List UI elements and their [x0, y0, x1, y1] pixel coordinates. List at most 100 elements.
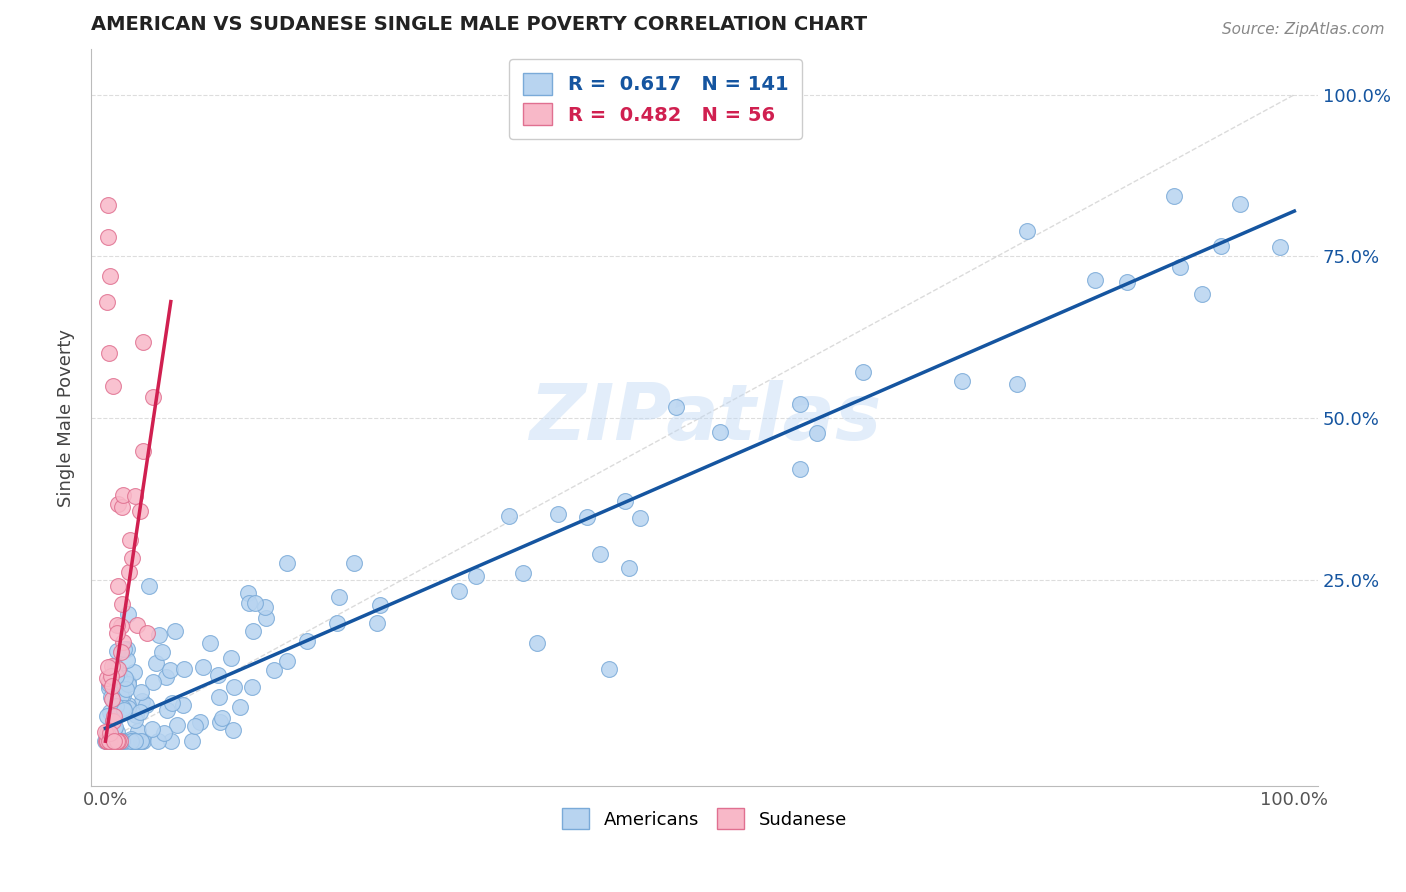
Point: [107, 497, 129, 511]
Point: [128, 504, 150, 518]
Point: [111, 597, 134, 611]
Point: [709, 425, 731, 439]
Point: [208, 714, 231, 729]
Point: [132, 734, 155, 748]
Point: [97, 734, 120, 748]
Point: [101, 659, 124, 673]
Point: [242, 624, 264, 638]
Point: [117, 677, 139, 691]
Point: [150, 645, 173, 659]
Point: [132, 443, 155, 458]
Point: [135, 698, 157, 712]
Point: [107, 662, 129, 676]
Point: [138, 579, 160, 593]
Point: [96, 734, 118, 748]
Point: [96, 671, 118, 685]
Point: [343, 556, 366, 570]
Point: [129, 734, 152, 748]
Point: [127, 734, 149, 748]
Point: [366, 616, 388, 631]
Point: [628, 511, 651, 525]
Point: [101, 734, 124, 748]
Point: [94, 734, 117, 748]
Point: [100, 726, 122, 740]
Point: [125, 707, 148, 722]
Point: [97, 734, 120, 748]
Point: [1116, 276, 1139, 290]
Point: [117, 698, 139, 712]
Point: [101, 692, 124, 706]
Point: [145, 656, 167, 670]
Point: [148, 628, 170, 642]
Point: [105, 625, 128, 640]
Point: [100, 668, 122, 682]
Point: [131, 694, 153, 708]
Point: [328, 590, 350, 604]
Y-axis label: Single Male Poverty: Single Male Poverty: [58, 329, 75, 507]
Point: [190, 714, 212, 729]
Point: [159, 663, 181, 677]
Point: [115, 641, 138, 656]
Point: [107, 579, 129, 593]
Point: [136, 626, 159, 640]
Point: [98, 268, 121, 283]
Point: [107, 665, 129, 679]
Point: [105, 643, 128, 657]
Point: [276, 556, 298, 570]
Point: [208, 690, 231, 704]
Point: [253, 599, 276, 614]
Point: [98, 728, 121, 742]
Point: [98, 734, 121, 748]
Point: [103, 708, 125, 723]
Point: [240, 680, 263, 694]
Point: [105, 699, 128, 714]
Point: [97, 197, 120, 211]
Point: [96, 709, 118, 723]
Text: ZIPatlas: ZIPatlas: [529, 380, 880, 456]
Point: [160, 696, 183, 710]
Point: [110, 689, 132, 703]
Point: [104, 720, 127, 734]
Point: [207, 667, 229, 681]
Point: [117, 700, 139, 714]
Point: [184, 719, 207, 733]
Point: [100, 679, 122, 693]
Point: [97, 660, 120, 674]
Point: [103, 723, 125, 737]
Point: [512, 566, 534, 580]
Point: [103, 734, 125, 748]
Point: [120, 732, 142, 747]
Point: [191, 660, 214, 674]
Point: [121, 734, 143, 748]
Point: [326, 616, 349, 631]
Point: [155, 703, 177, 717]
Point: [124, 490, 146, 504]
Point: [101, 734, 124, 748]
Point: [97, 677, 120, 691]
Point: [146, 734, 169, 748]
Point: [96, 734, 118, 748]
Point: [110, 673, 132, 687]
Point: [1005, 376, 1028, 391]
Point: [211, 711, 233, 725]
Point: [295, 634, 318, 648]
Point: [142, 675, 165, 690]
Point: [97, 230, 120, 244]
Point: [806, 425, 828, 440]
Point: [101, 734, 124, 748]
Point: [110, 734, 132, 748]
Point: [160, 734, 183, 748]
Point: [110, 619, 132, 633]
Point: [96, 294, 118, 309]
Point: [163, 624, 186, 639]
Point: [121, 734, 143, 748]
Point: [105, 734, 128, 748]
Point: [114, 671, 136, 685]
Point: [107, 734, 129, 748]
Point: [132, 335, 155, 350]
Point: [127, 724, 149, 739]
Point: [110, 645, 132, 659]
Point: [105, 734, 128, 748]
Point: [120, 533, 142, 547]
Point: [105, 725, 128, 739]
